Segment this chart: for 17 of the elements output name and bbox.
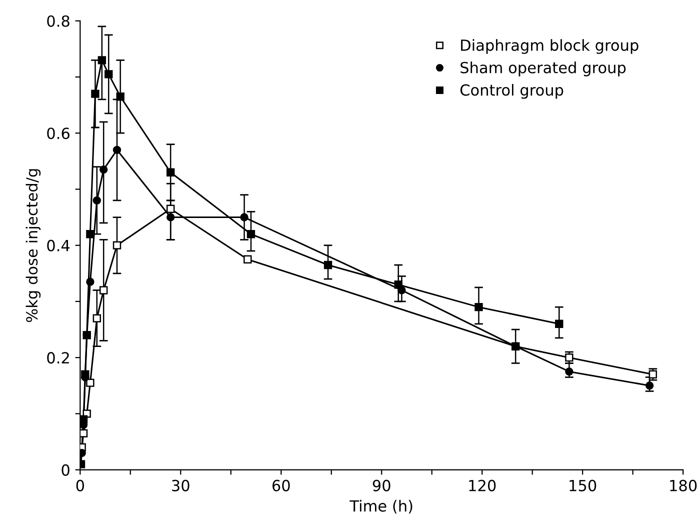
legend-label: Control group <box>460 84 564 99</box>
legend-label: Sham operated group <box>460 62 626 76</box>
x-tick-label: 120 <box>469 480 496 492</box>
x-tick-label: 60 <box>272 480 290 492</box>
y-tick-label: 0.4 <box>47 240 70 252</box>
x-tick-label: 30 <box>172 480 190 492</box>
x-tick-label: 150 <box>570 480 596 492</box>
y-tick-label: 0.8 <box>47 15 70 27</box>
y-axis-title: %kg dose injected/g <box>26 169 41 322</box>
x-axis-title: Time (h) <box>350 500 412 514</box>
x-tick-label: 180 <box>670 480 697 492</box>
legend-label: Diaphragm block group <box>461 39 638 54</box>
y-tick-label: 0.2 <box>47 352 69 364</box>
y-tick-label: 0 <box>62 464 70 476</box>
x-tick-label: 90 <box>372 480 390 492</box>
x-tick-label: 0 <box>76 480 84 492</box>
y-tick-label: 0.6 <box>47 128 70 140</box>
